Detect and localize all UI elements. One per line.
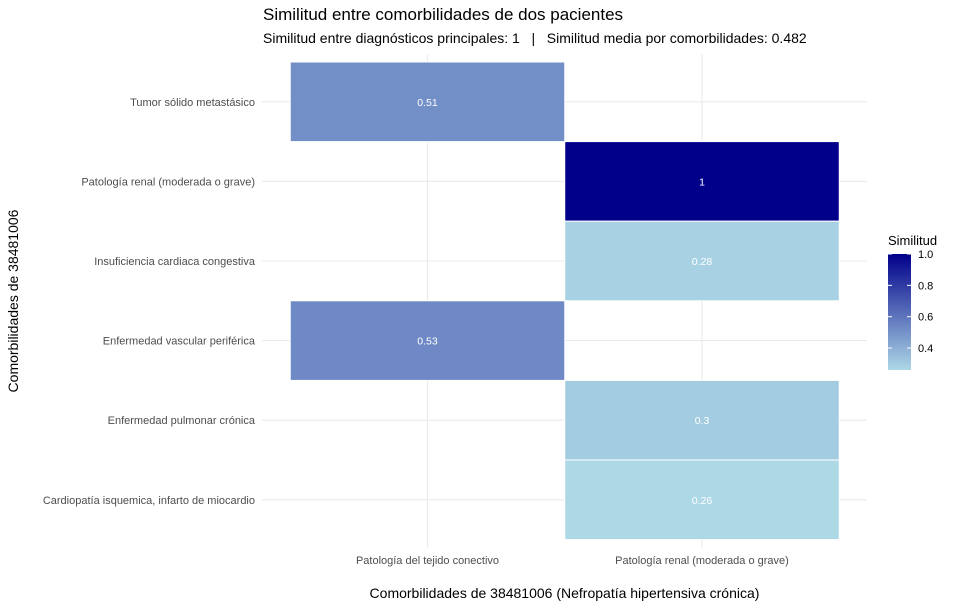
cell-value-label: 0.3 — [695, 415, 710, 427]
y-tick-label: Enfermedad pulmonar crónica — [108, 415, 256, 427]
cell-value-label: 0.28 — [692, 256, 713, 268]
cell-value-label: 0.26 — [692, 495, 713, 507]
y-tick-label: Cardiopatía isquemica, infarto de miocar… — [43, 495, 255, 507]
legend-ticks: 0.4 0.6 0.8 1.0 — [888, 249, 933, 355]
cell-value-label: 1 — [699, 176, 705, 188]
legend-tick-label: 0.6 — [918, 312, 933, 324]
y-tick-label: Patología renal (moderada o grave) — [81, 176, 255, 188]
heatmap-cells — [289, 61, 840, 541]
y-axis-tick-labels: Tumor sólido metastásico Patología renal … — [43, 97, 256, 507]
y-tick-label: Insuficiencia cardiaca congestiva — [94, 256, 256, 268]
heatmap-cell-insuficiencia-cardiaca-congestiva — [564, 220, 840, 302]
y-axis-title: Comorbilidades de 38481006 — [5, 209, 21, 392]
legend-title: Similitud — [888, 233, 937, 248]
y-tick-label: Enfermedad vascular periférica — [103, 336, 256, 348]
heatmap-cell-patologia-renal-moderada-o-grave — [564, 141, 840, 222]
x-tick-label: Patología renal (moderada o grave) — [615, 555, 789, 567]
cell-value-label: 0.51 — [417, 97, 438, 109]
cell-value-label: 0.53 — [417, 336, 438, 348]
cell-value-labels: 0.51 1 0.28 0.53 0.3 0.26 — [417, 97, 712, 507]
heatmap-cell-enfermedad-vascular-periferica — [289, 300, 566, 381]
legend-color-bar — [888, 254, 911, 370]
chart-subtitle: Similitud entre diagnósticos principales… — [263, 30, 807, 46]
color-legend: Similitud 0.4 0.6 0.8 1.0 — [888, 233, 937, 370]
y-tick-label: Tumor sólido metastásico — [130, 97, 255, 109]
legend-tick-label: 0.8 — [918, 280, 933, 292]
legend-tick-label: 0.4 — [918, 343, 933, 355]
heatmap-cell-enfermedad-pulmonar-cronica — [564, 379, 840, 461]
heatmap-cell-tumor-solido-metastasico — [289, 61, 566, 143]
x-axis-tick-labels: Patología del tejido conectivo Patología … — [356, 555, 789, 567]
chart-title: Similitud entre comorbilidades de dos pa… — [263, 5, 623, 24]
x-tick-label: Patología del tejido conectivo — [356, 555, 499, 567]
x-axis-title: Comorbilidades de 38481006 (Nefropatía h… — [370, 585, 760, 601]
heatmap-cell-cardiopatia-isquemica-infarto-de-miocardio — [564, 459, 840, 541]
legend-tick-label: 1.0 — [918, 249, 933, 261]
